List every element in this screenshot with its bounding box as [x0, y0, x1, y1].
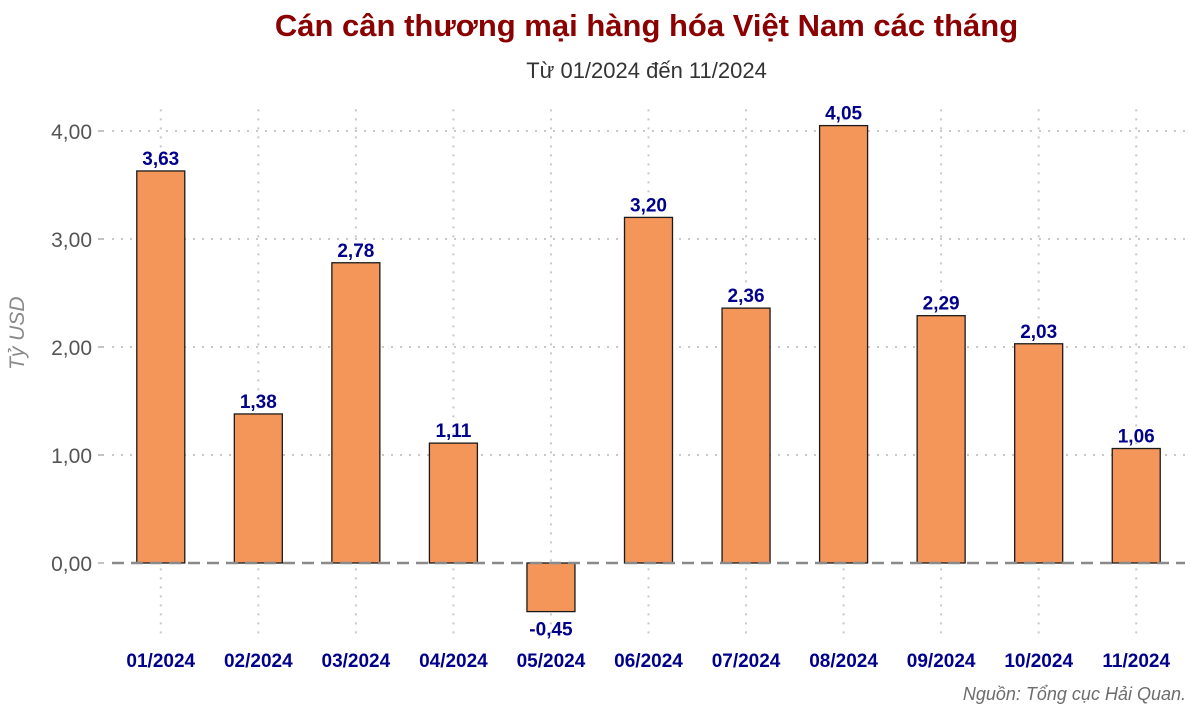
value-labels: 3,63 1,38 2,78 1,11 -0,45 3,20 2,36 4,05 2,29 2,0…: [142, 104, 1154, 641]
value-label: 2,36: [728, 286, 765, 307]
value-label: 1,11: [435, 421, 471, 442]
chart-title: Cán cân thương mại hàng hóa Việt Nam các…: [274, 8, 1019, 43]
x-tick-label: 04/2024: [419, 651, 488, 672]
bar: [1111, 447, 1161, 564]
bar: [526, 562, 576, 613]
y-axis-label: Tỷ USD: [6, 296, 29, 371]
x-tick-label: 11/2024: [1102, 651, 1170, 672]
bars: [136, 124, 1161, 613]
value-label: 3,63: [142, 149, 179, 170]
x-tick-label: 10/2024: [1004, 651, 1073, 672]
bar: [818, 124, 869, 564]
y-tick-label: 0,00: [51, 553, 92, 576]
bar: [233, 413, 283, 564]
y-tick-label: 3,00: [51, 229, 92, 252]
value-label: 4,05: [825, 104, 862, 125]
value-label: -0,45: [529, 620, 573, 641]
y-tick-label: 4,00: [51, 121, 92, 144]
x-tick-label: 06/2024: [614, 651, 683, 672]
x-tick-label: 01/2024: [126, 651, 195, 672]
bar: [331, 262, 381, 564]
bar: [623, 216, 674, 564]
x-tick-label: 07/2024: [712, 651, 781, 672]
bar: [916, 315, 966, 564]
x-tick-label: 09/2024: [907, 651, 976, 672]
x-tick-label: 05/2024: [517, 651, 586, 672]
x-axis-ticks: 01/2024 02/2024 03/2024 04/2024 05/2024 06/20…: [126, 651, 1170, 672]
value-label: 2,29: [923, 294, 960, 315]
x-tick-label: 03/2024: [322, 651, 391, 672]
y-tick-label: 2,00: [51, 337, 92, 360]
bar: [1014, 343, 1064, 564]
bar: [721, 307, 771, 564]
chart-subtitle: Từ 01/2024 đến 11/2024: [526, 58, 767, 83]
value-label: 2,78: [337, 241, 374, 262]
y-axis-ticks: 0,00 1,00 2,00 3,00 4,00: [51, 121, 104, 576]
y-tick-label: 1,00: [51, 445, 92, 468]
value-label: 1,38: [240, 392, 277, 413]
value-label: 1,06: [1118, 427, 1155, 448]
bar: [428, 442, 479, 564]
x-tick-label: 02/2024: [224, 651, 293, 672]
bar: [136, 170, 186, 564]
value-label: 3,20: [630, 195, 667, 216]
value-label: 2,03: [1020, 322, 1057, 343]
x-tick-label: 08/2024: [809, 651, 878, 672]
source-note: Nguồn: Tổng cục Hải Quan.: [962, 684, 1186, 704]
